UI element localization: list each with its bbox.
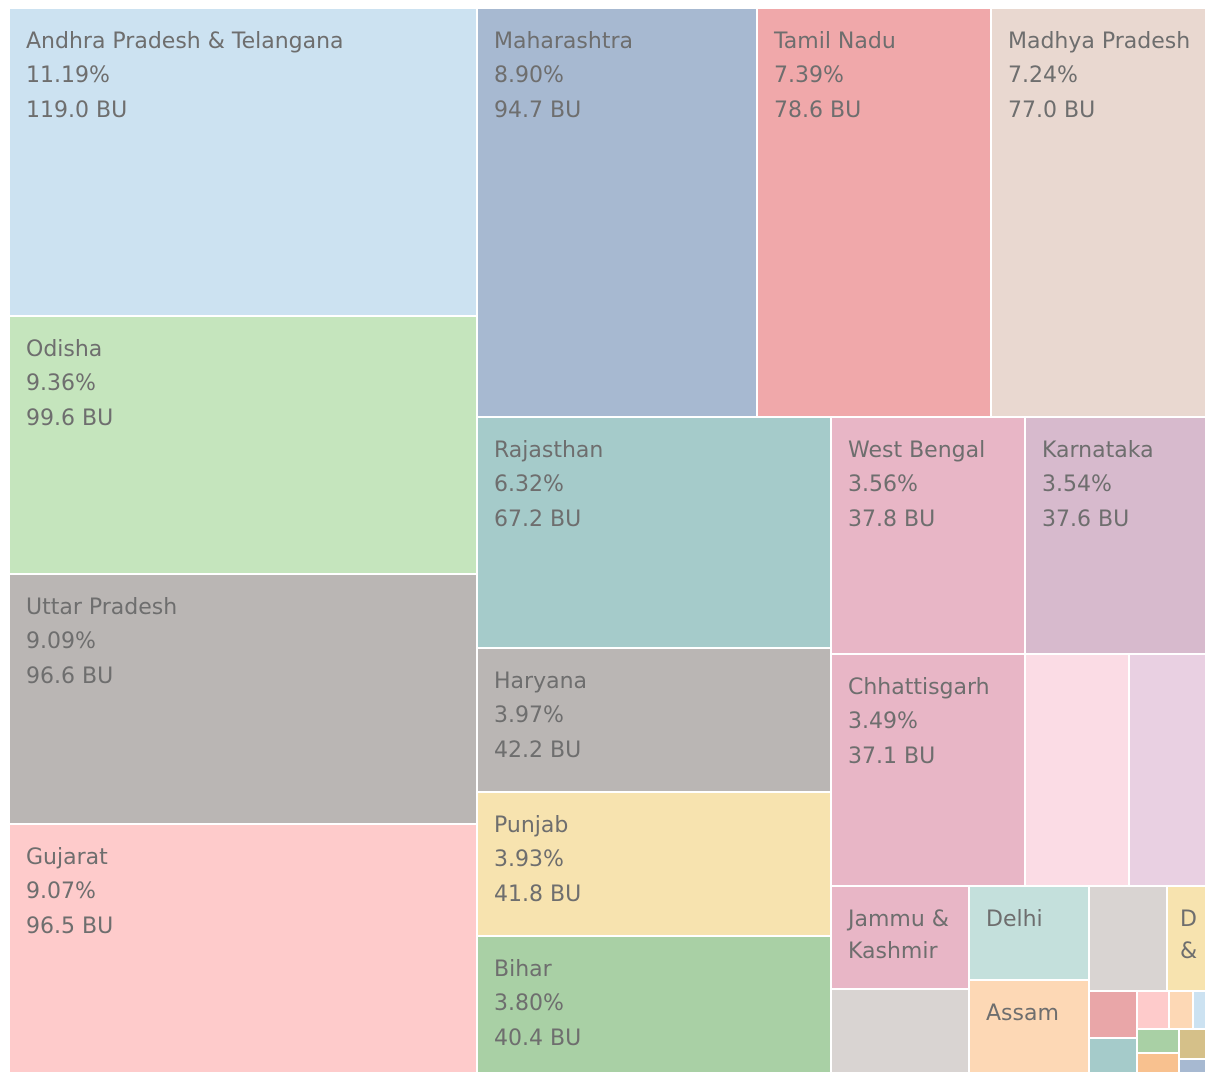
tile-value: 99.6 BU: [26, 406, 113, 431]
tile-name: Chhattisgarh: [848, 675, 990, 700]
tile: [1130, 655, 1205, 885]
tile-value: 37.6 BU: [1042, 507, 1129, 532]
tile: [1090, 1039, 1136, 1072]
tile-value: 119.0 BU: [26, 98, 127, 123]
tile-group: Delhi: [970, 887, 1088, 979]
tile: [970, 887, 1088, 979]
tile-group: Odisha 9.36% 99.6 BU: [10, 317, 476, 573]
tile-group: West Bengal 3.56% 37.8 BU: [832, 418, 1024, 653]
tile-value: 78.6 BU: [774, 98, 861, 123]
tile-name: Odisha: [26, 337, 102, 362]
tile: [10, 825, 476, 1072]
tile-percent: 11.19%: [26, 63, 110, 88]
tile: [478, 9, 756, 416]
tile-group: Haryana 3.97% 42.2 BU: [478, 649, 830, 791]
tile: [1180, 1030, 1205, 1058]
tile-name: Madhya Pradesh: [1008, 29, 1190, 54]
tile-name: Haryana: [494, 669, 587, 694]
tile-value: 37.8 BU: [848, 507, 935, 532]
tile-percent: 3.54%: [1042, 472, 1112, 497]
tile-group: Bihar 3.80% 40.4 BU: [478, 937, 830, 1072]
tile: [478, 418, 830, 647]
tile-name: Andhra Pradesh & Telangana: [26, 29, 344, 54]
tile: [1180, 1060, 1205, 1072]
tile: [1090, 992, 1136, 1037]
tile-name: Delhi: [986, 907, 1043, 932]
tile-group: Madhya Pradesh 7.24% 77.0 BU: [992, 9, 1205, 416]
tile-percent: 9.36%: [26, 371, 96, 396]
tile-name: Maharashtra: [494, 29, 633, 54]
tile-group: Maharashtra 8.90% 94.7 BU: [478, 9, 756, 416]
tile-value: 67.2 BU: [494, 507, 581, 532]
tile-name: Tamil Nadu: [773, 29, 896, 54]
tile-group: Assam: [970, 981, 1088, 1072]
tile-group: Andhra Pradesh & Telangana 11.19% 119.0 BU: [10, 9, 476, 315]
tile: [1138, 992, 1168, 1028]
tile: [10, 317, 476, 573]
tile-name: Jammu & Kashmir: [846, 907, 949, 964]
tile-percent: 3.56%: [848, 472, 918, 497]
tile: [970, 981, 1088, 1072]
tile: [758, 9, 990, 416]
tile: [832, 887, 968, 988]
tile-name: West Bengal: [848, 438, 985, 463]
tile-group: Punjab 3.93% 41.8 BU: [478, 793, 830, 935]
tile-value: 40.4 BU: [494, 1026, 581, 1051]
tile-group: D &: [1168, 887, 1205, 990]
tile-percent: 7.24%: [1008, 63, 1078, 88]
tile: [478, 649, 830, 791]
tile-group: Tamil Nadu 7.39% 78.6 BU: [758, 9, 990, 416]
tile: [992, 9, 1205, 416]
tile: [832, 418, 1024, 653]
tile-percent: 9.09%: [26, 629, 96, 654]
tile: [1026, 655, 1128, 885]
tile-value: 37.1 BU: [848, 744, 935, 769]
tile: [1194, 992, 1205, 1028]
tile-value: 96.5 BU: [26, 914, 113, 939]
tile-percent: 8.90%: [494, 63, 564, 88]
tile-group: Chhattisgarh 3.49% 37.1 BU: [832, 655, 1024, 885]
tile-percent: 9.07%: [26, 879, 96, 904]
tile: [832, 655, 1024, 885]
tile-value: 94.7 BU: [494, 98, 581, 123]
tile-percent: 3.49%: [848, 709, 918, 734]
small-tiles: [832, 655, 1205, 1072]
tile: [478, 793, 830, 935]
tile-value: 77.0 BU: [1008, 98, 1095, 123]
tile-percent: 7.39%: [774, 63, 844, 88]
tile: [832, 990, 968, 1072]
tile-group: Jammu & Kashmir: [832, 887, 968, 988]
tile-percent: 3.80%: [494, 991, 564, 1016]
tile-percent: 6.32%: [494, 472, 564, 497]
tile-percent: 3.97%: [494, 703, 564, 728]
tile-group: Gujarat 9.07% 96.5 BU: [10, 825, 476, 1072]
tile: [10, 9, 476, 315]
tile-group: Uttar Pradesh 9.09% 96.6 BU: [10, 575, 476, 823]
tile: [1138, 1030, 1178, 1052]
tile: [1090, 887, 1166, 990]
tile-group: Rajasthan 6.32% 67.2 BU: [478, 418, 830, 647]
tile: [1168, 887, 1205, 990]
tile: [478, 937, 830, 1072]
tile-name: Uttar Pradesh: [26, 595, 177, 620]
tile: [1026, 418, 1205, 653]
tile-percent: 3.93%: [494, 847, 564, 872]
tile-value: 96.6 BU: [26, 664, 113, 689]
tile-group: Karnataka 3.54% 37.6 BU: [1026, 418, 1205, 653]
tile-name: Gujarat: [26, 845, 108, 870]
tile-name: Rajasthan: [494, 438, 603, 463]
tile: [1170, 992, 1192, 1028]
tile-value: 41.8 BU: [494, 882, 581, 907]
tile-value: 42.2 BU: [494, 738, 581, 763]
tile: [10, 575, 476, 823]
tile-name: Assam: [986, 1001, 1059, 1026]
tile-name: Bihar: [494, 957, 553, 982]
tile-name: Karnataka: [1042, 438, 1154, 463]
tile-name: D &: [1180, 907, 1197, 964]
tile: [1138, 1054, 1178, 1072]
tile-name: Punjab: [494, 813, 568, 838]
